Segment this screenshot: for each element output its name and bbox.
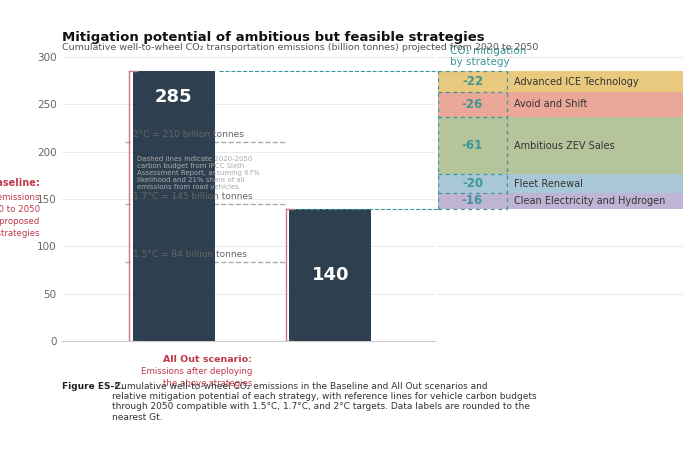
Bar xyxy=(133,71,215,341)
Text: 140: 140 xyxy=(312,266,349,284)
Text: Dashed lines indicate 2020-2050
carbon budget from IPCC Sixth
Assessment Report,: Dashed lines indicate 2020-2050 carbon b… xyxy=(137,156,259,191)
Bar xyxy=(438,92,683,117)
Text: Total emissions
2020 to 2050
without proposed
mitigation strategies: Total emissions 2020 to 2050 without pro… xyxy=(0,193,40,238)
Text: 1.7°C = 145 billion tonnes: 1.7°C = 145 billion tonnes xyxy=(133,192,253,201)
Bar xyxy=(438,71,683,92)
Text: -20: -20 xyxy=(462,177,483,191)
Text: Baseline:: Baseline: xyxy=(0,178,40,188)
Text: Clean Electricity and Hydrogen: Clean Electricity and Hydrogen xyxy=(514,196,665,206)
Text: Fleet Renewal: Fleet Renewal xyxy=(514,179,583,189)
Text: Avoid and Shift: Avoid and Shift xyxy=(514,99,587,109)
Bar xyxy=(438,193,683,209)
Text: -61: -61 xyxy=(462,139,483,152)
Text: Advanced ICE Technology: Advanced ICE Technology xyxy=(514,76,639,87)
Text: Emissions after deploying
the above strategies: Emissions after deploying the above stra… xyxy=(141,367,252,388)
Text: -16: -16 xyxy=(462,194,483,208)
Text: CO₂ mitigation
by strategy: CO₂ mitigation by strategy xyxy=(451,46,526,67)
Bar xyxy=(438,117,683,174)
Text: -26: -26 xyxy=(462,98,483,111)
Text: Mitigation potential of ambitious but feasible strategies: Mitigation potential of ambitious but fe… xyxy=(62,31,484,44)
Text: Ambitious ZEV Sales: Ambitious ZEV Sales xyxy=(514,140,615,151)
Bar xyxy=(438,174,683,193)
Text: Cumulative well-to-wheel CO₂ transportation emissions (billion tonnes) projected: Cumulative well-to-wheel CO₂ transportat… xyxy=(62,43,538,52)
Text: 285: 285 xyxy=(155,88,193,106)
Text: 1.5°C = 84 billion tonnes: 1.5°C = 84 billion tonnes xyxy=(133,250,247,259)
Text: -22: -22 xyxy=(462,75,483,88)
Text: 2°C = 210 billion tonnes: 2°C = 210 billion tonnes xyxy=(133,130,244,139)
Text: Figure ES-2.: Figure ES-2. xyxy=(62,382,124,391)
Text: Cumulative well-to-wheel CO₂ emissions in the Baseline and All Out scenarios and: Cumulative well-to-wheel CO₂ emissions i… xyxy=(112,382,537,422)
Bar xyxy=(289,209,371,341)
Text: All Out scenario:: All Out scenario: xyxy=(164,356,252,365)
